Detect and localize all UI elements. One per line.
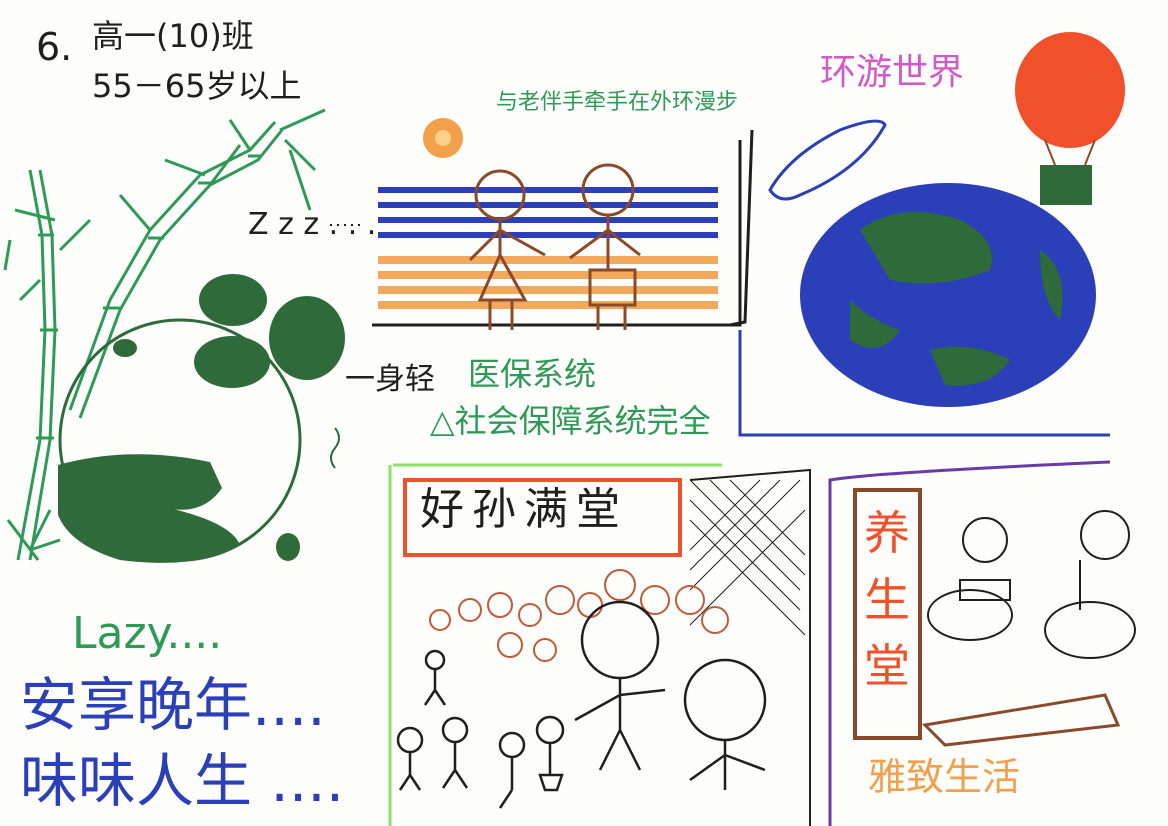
panda-illustration — [58, 274, 345, 563]
age-range: 55－65岁以上 — [92, 67, 302, 105]
classroom-title: 好孙满堂 — [420, 484, 628, 535]
walk-caption: 与老伴手牵手在外环漫步 — [496, 90, 739, 115]
bamboo-illustration — [3, 108, 326, 561]
enjoy-old-age-caption: 安享晚年.... — [20, 671, 326, 739]
lazy-caption: Lazy.... — [72, 608, 223, 659]
beach-walk-scene — [372, 118, 754, 330]
health-hall-scene — [828, 460, 1136, 826]
savor-life-caption: 味味人生 .... — [20, 747, 345, 815]
social-security-caption: △社会保障系统完全 — [430, 402, 711, 440]
page-number: 6. — [36, 25, 73, 69]
class-name: 高一(10)班 — [92, 17, 254, 55]
medical-caption: 医保系统 — [468, 355, 597, 393]
travel-caption: 环游世界 — [820, 52, 965, 93]
zzz-label: Z z z . . . — [248, 207, 377, 242]
body-light-caption: 一身轻 — [345, 362, 435, 397]
classroom-scene — [388, 463, 811, 826]
health-hall-title: 养生堂 — [864, 506, 910, 694]
elegant-life-caption: 雅致生活 — [868, 755, 1021, 799]
world-travel-scene — [738, 32, 1125, 437]
